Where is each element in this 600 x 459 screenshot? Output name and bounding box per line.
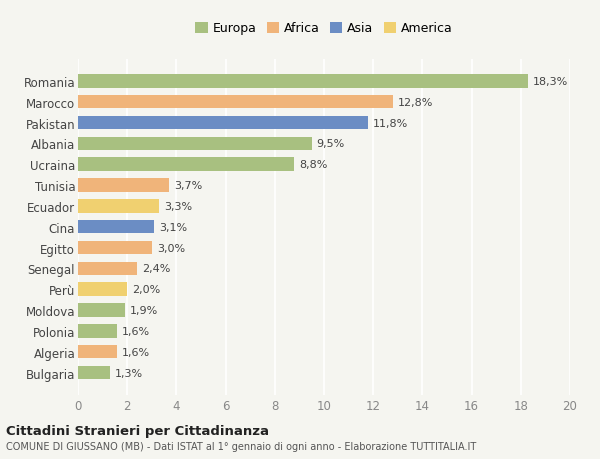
Text: 18,3%: 18,3% [533, 77, 568, 87]
Bar [78, 241, 152, 255]
Text: 1,3%: 1,3% [115, 368, 143, 378]
Bar [78, 179, 169, 192]
Text: Cittadini Stranieri per Cittadinanza: Cittadini Stranieri per Cittadinanza [6, 424, 269, 437]
Bar [78, 75, 528, 89]
Bar [78, 200, 159, 213]
Text: 3,3%: 3,3% [164, 202, 192, 212]
Text: 1,6%: 1,6% [122, 347, 151, 357]
Bar [78, 158, 295, 172]
Text: 9,5%: 9,5% [317, 139, 345, 149]
Text: 2,0%: 2,0% [132, 285, 160, 295]
Bar [78, 262, 137, 275]
Text: 1,9%: 1,9% [130, 305, 158, 315]
Text: 3,0%: 3,0% [157, 243, 185, 253]
Bar [78, 325, 118, 338]
Bar [78, 366, 110, 380]
Text: 2,4%: 2,4% [142, 264, 170, 274]
Bar [78, 283, 127, 297]
Text: 12,8%: 12,8% [398, 97, 433, 107]
Text: 11,8%: 11,8% [373, 118, 409, 128]
Bar [78, 95, 393, 109]
Bar [78, 137, 312, 151]
Bar [78, 303, 125, 317]
Text: 1,6%: 1,6% [122, 326, 151, 336]
Text: 3,7%: 3,7% [174, 181, 202, 190]
Text: COMUNE DI GIUSSANO (MB) - Dati ISTAT al 1° gennaio di ogni anno - Elaborazione T: COMUNE DI GIUSSANO (MB) - Dati ISTAT al … [6, 441, 476, 451]
Bar [78, 220, 154, 234]
Bar [78, 117, 368, 130]
Text: 3,1%: 3,1% [159, 222, 187, 232]
Bar [78, 345, 118, 359]
Legend: Europa, Africa, Asia, America: Europa, Africa, Asia, America [195, 22, 453, 35]
Text: 8,8%: 8,8% [299, 160, 328, 170]
